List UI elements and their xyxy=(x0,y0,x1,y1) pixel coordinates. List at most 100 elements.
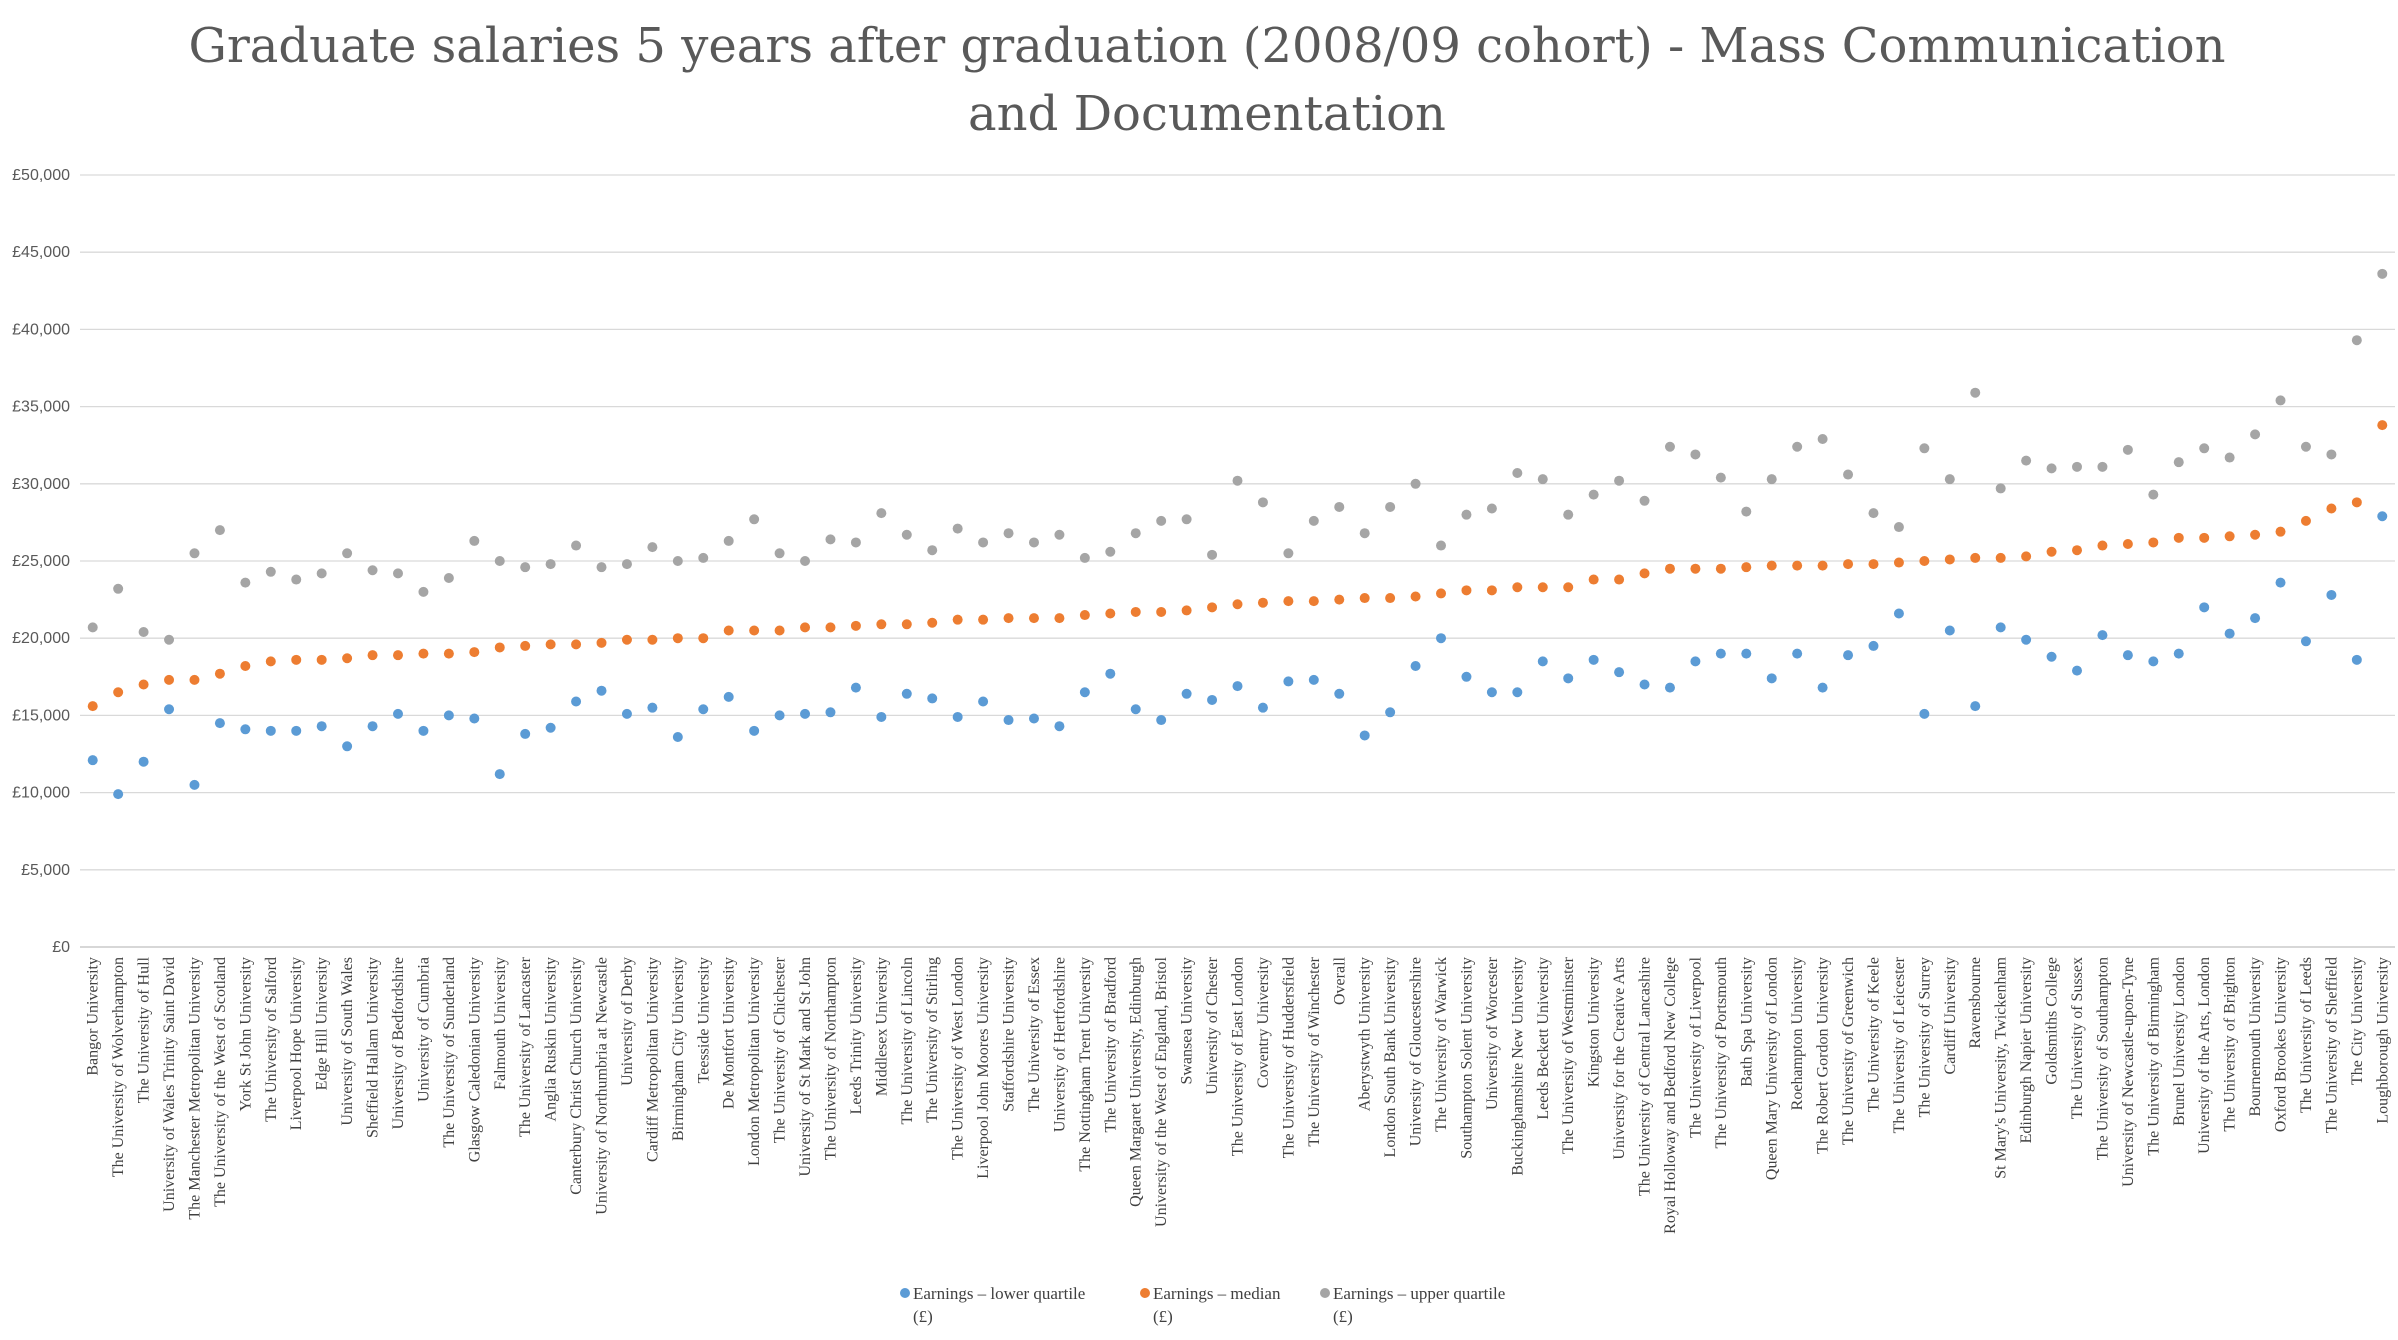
x-category-label: The University of Leicester xyxy=(1891,956,1908,1133)
data-point-series-3 xyxy=(1436,540,1447,551)
data-point-series-1 xyxy=(2148,656,2159,667)
data-point-series-2 xyxy=(672,633,683,644)
x-category-label: The University of Sheffield xyxy=(2323,957,2340,1133)
x-category-label: The University of Warwick xyxy=(1433,957,1450,1132)
x-category-label: Birmingham City University xyxy=(670,957,687,1141)
x-category-label: The University of Huddersfield xyxy=(1280,957,1297,1158)
data-point-series-2 xyxy=(1334,594,1345,605)
data-point-series-1 xyxy=(1410,660,1421,671)
data-point-series-2 xyxy=(443,648,454,659)
data-point-series-1 xyxy=(2072,665,2083,676)
data-point-series-3 xyxy=(469,535,480,546)
data-point-series-3 xyxy=(2097,461,2108,472)
data-point-series-1 xyxy=(1054,721,1065,732)
data-point-series-1 xyxy=(825,707,836,718)
data-point-series-3 xyxy=(1588,489,1599,500)
data-point-series-2 xyxy=(1843,559,1854,570)
data-point-series-1 xyxy=(672,732,683,743)
data-point-series-2 xyxy=(2046,546,2057,557)
data-point-series-3 xyxy=(1919,443,1930,454)
data-point-series-2 xyxy=(2351,497,2362,508)
data-point-series-2 xyxy=(2097,540,2108,551)
data-point-series-1 xyxy=(113,789,124,800)
data-point-series-2 xyxy=(723,625,734,636)
data-point-series-3 xyxy=(2122,444,2133,455)
data-point-series-3 xyxy=(1486,503,1497,514)
x-category-label: The University of Lancaster xyxy=(517,956,534,1137)
data-point-series-3 xyxy=(774,548,785,559)
data-point-series-1 xyxy=(1486,687,1497,698)
x-category-label: St Mary's University, Twickenham xyxy=(1993,956,2010,1178)
x-category-label: Leeds Trinity University xyxy=(848,957,865,1114)
y-tick-label: £5,000 xyxy=(21,862,70,879)
data-point-series-2 xyxy=(494,642,505,653)
x-category-label: Oxford Brookes University xyxy=(2273,957,2290,1132)
data-point-series-2 xyxy=(1664,563,1675,574)
data-point-series-2 xyxy=(774,625,785,636)
x-category-label: Cardiff University xyxy=(1942,957,1959,1074)
data-point-series-3 xyxy=(1970,387,1981,398)
data-point-series-2 xyxy=(1257,597,1268,608)
data-point-series-1 xyxy=(698,704,709,715)
x-category-label: Glasgow Caledonian University xyxy=(466,957,483,1162)
data-point-series-1 xyxy=(189,779,200,790)
data-point-series-2 xyxy=(2300,515,2311,526)
x-category-label: Overall xyxy=(1331,956,1348,1005)
data-point-series-3 xyxy=(1232,475,1243,486)
y-axis: £0 £5,000 £10,000 £15,000 £20,000 £25,000 £30,… xyxy=(12,167,70,956)
data-point-series-1 xyxy=(1512,687,1523,698)
data-point-series-1 xyxy=(927,693,938,704)
data-point-series-2 xyxy=(1970,552,1981,563)
data-point-series-3 xyxy=(1893,522,1904,533)
data-point-series-2 xyxy=(469,647,480,658)
data-point-series-2 xyxy=(1130,606,1141,617)
data-point-series-2 xyxy=(1919,556,1930,566)
data-point-series-1 xyxy=(1283,676,1294,687)
data-point-series-1 xyxy=(494,769,505,780)
y-tick-label: £45,000 xyxy=(12,244,70,261)
x-category-label: University of Newcastle-upon-Tyne xyxy=(2120,957,2137,1187)
data-point-series-2 xyxy=(1028,613,1039,624)
data-point-series-3 xyxy=(1207,549,1218,560)
x-category-label: The University of Keele xyxy=(1865,957,1882,1112)
data-point-series-3 xyxy=(2072,461,2083,472)
legend-label-unit: (£) xyxy=(1153,1307,1173,1326)
data-point-series-1 xyxy=(1334,688,1345,699)
data-point-series-3 xyxy=(1181,514,1192,525)
data-point-series-3 xyxy=(113,583,124,594)
y-tick-label: £50,000 xyxy=(12,167,70,184)
data-point-series-3 xyxy=(1843,469,1854,480)
data-point-series-2 xyxy=(647,634,658,645)
data-point-series-1 xyxy=(1436,633,1447,644)
data-point-series-2 xyxy=(1563,582,1574,593)
data-point-series-3 xyxy=(1359,528,1370,539)
x-category-label: Middlesex University xyxy=(873,957,890,1096)
data-point-series-1 xyxy=(138,756,149,767)
data-point-series-1 xyxy=(1639,679,1650,690)
data-point-series-3 xyxy=(2377,268,2388,279)
legend: Earnings – lower quartile (£) Earnings – m… xyxy=(900,1284,1505,1326)
x-category-label: The University of Salford xyxy=(263,957,280,1122)
y-tick-label: £30,000 xyxy=(12,476,70,493)
data-point-series-3 xyxy=(1792,441,1803,452)
data-point-series-3 xyxy=(1537,474,1548,485)
data-point-series-2 xyxy=(749,625,760,636)
data-point-series-2 xyxy=(316,654,327,665)
x-category-label: Aberystwyth University xyxy=(1357,957,1374,1111)
data-point-series-3 xyxy=(1334,501,1345,512)
x-category-label: Queen Mary University of London xyxy=(1764,957,1781,1180)
data-point-series-2 xyxy=(876,619,887,630)
data-point-series-3 xyxy=(520,562,531,573)
data-point-series-2 xyxy=(1792,560,1803,571)
data-point-series-3 xyxy=(952,523,963,534)
data-point-series-2 xyxy=(2326,503,2337,514)
data-point-series-2 xyxy=(1741,562,1752,573)
data-point-series-3 xyxy=(2224,452,2235,463)
chart-title-line-2: and Documentation xyxy=(968,86,1446,142)
data-point-series-1 xyxy=(749,725,760,736)
x-category-label: The University of Winchester xyxy=(1306,956,1323,1146)
data-point-series-1 xyxy=(418,725,429,736)
x-category-label: University of Northumbria at Newcastle xyxy=(594,957,611,1215)
data-point-series-3 xyxy=(189,548,200,559)
data-point-series-2 xyxy=(2072,545,2083,556)
